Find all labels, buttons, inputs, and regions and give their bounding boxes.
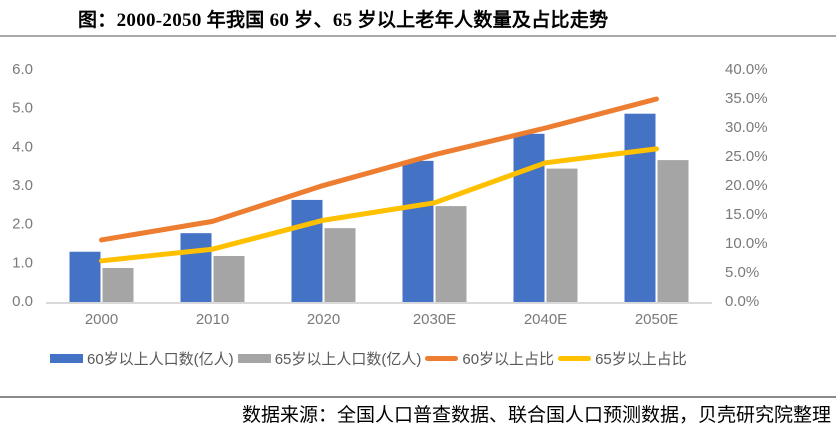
- y-axis-left-tick-label: 6.0: [12, 61, 33, 78]
- y-axis-right-tick-label: 40.0%: [725, 61, 768, 78]
- y-axis-right-tick-label: 15.0%: [725, 206, 768, 223]
- y-axis-right-tick-label: 0.0%: [725, 293, 759, 310]
- source-note: 数据来源：全国人口普查数据、联合国人口预测数据，贝壳研究院整理: [241, 405, 831, 426]
- legend-swatch-bar: [50, 353, 83, 363]
- y-axis-left-tick-label: 1.0: [12, 254, 33, 271]
- bar-60plus-population: [291, 199, 323, 302]
- y-axis-right-tick-label: 20.0%: [725, 177, 768, 194]
- y-axis-right-tick-label: 30.0%: [725, 119, 768, 136]
- y-axis-left-tick-label: 4.0: [12, 138, 33, 155]
- y-axis-right-tick-label: 5.0%: [725, 264, 759, 281]
- legend-label: 60岁以上占比: [462, 350, 555, 368]
- legend-swatch-line: [425, 355, 459, 361]
- x-axis-category-label: 2010: [196, 311, 229, 328]
- y-axis-left-tick-label: 2.0: [12, 216, 33, 233]
- x-axis-category-label: 2040E: [524, 311, 567, 328]
- legend-item: 65岁以上人口数(亿人): [237, 348, 422, 369]
- bar-60plus-population: [180, 233, 212, 302]
- x-axis-category-label: 2000: [85, 311, 118, 328]
- source-divider-line: [0, 396, 836, 398]
- x-axis-category-label: 2050E: [635, 311, 678, 328]
- bar-65plus-population: [546, 168, 578, 302]
- y-axis-left-tick-label: 5.0: [12, 100, 33, 117]
- x-axis-category-label: 2020: [307, 311, 340, 328]
- legend-item: 60岁以上人口数(亿人): [50, 348, 234, 369]
- legend-item: 60岁以上占比: [425, 348, 554, 369]
- y-axis-left-tick-label: 3.0: [12, 177, 33, 194]
- chart-title: 图：2000-2050 年我国 60 岁、65 岁以上老年人数量及占比走势: [78, 10, 609, 31]
- bar-65plus-population: [102, 267, 134, 302]
- bar-65plus-population: [324, 228, 356, 302]
- bar-60plus-population: [69, 251, 101, 302]
- y-axis-left-tick-label: 0.0: [12, 293, 33, 310]
- chart-legend: 60岁以上人口数(亿人) 65岁以上人口数(亿人) 60岁以上占比 65岁以上占比: [50, 348, 691, 369]
- bar-65plus-population: [213, 255, 245, 302]
- bar-60plus-population: [513, 133, 545, 302]
- bar-60plus-population: [624, 113, 656, 303]
- x-axis-category-label: 2030E: [413, 311, 456, 328]
- legend-label: 65岁以上占比: [595, 350, 687, 368]
- y-axis-right-tick-label: 10.0%: [725, 235, 768, 252]
- bar-65plus-population: [657, 160, 689, 302]
- title-divider-line: [0, 35, 836, 37]
- bar-60plus-population: [402, 160, 434, 302]
- y-axis-right-tick-label: 35.0%: [725, 90, 768, 107]
- bar-65plus-population: [435, 206, 467, 302]
- line-60plus-ratio: [99, 96, 659, 243]
- legend-label: 60岁以上人口数(亿人): [87, 350, 234, 368]
- line-65plus-ratio: [99, 146, 659, 264]
- legend-swatch-line: [558, 355, 592, 361]
- legend-item: 65岁以上占比: [558, 348, 687, 369]
- legend-label: 65岁以上人口数(亿人): [274, 350, 422, 368]
- y-axis-right-tick-label: 25.0%: [725, 148, 768, 165]
- legend-swatch-bar: [237, 353, 271, 363]
